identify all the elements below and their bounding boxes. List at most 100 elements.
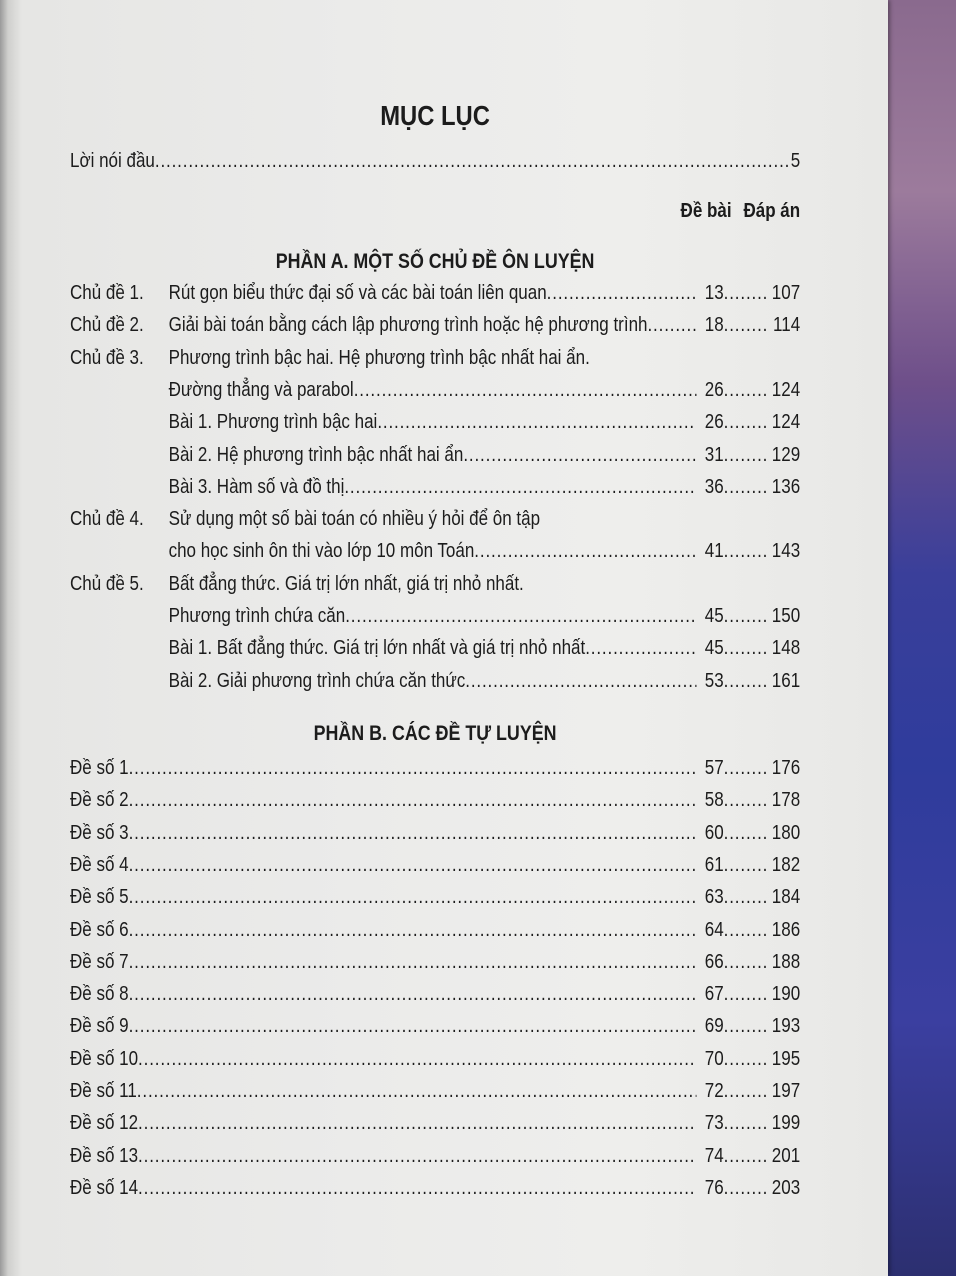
problem-page-number: 45 <box>704 637 724 660</box>
dot-leader <box>129 757 697 780</box>
toc-entry-text: Đề số 4 <box>70 853 129 876</box>
dot-leader <box>129 886 697 909</box>
dot-leader <box>724 1080 768 1103</box>
answer-page-number: 136 <box>771 475 801 498</box>
toc-row[interactable]: Đề số 1 57 176 <box>70 757 800 785</box>
dot-leader <box>724 1145 768 1168</box>
dot-leader <box>585 637 696 660</box>
toc-row[interactable]: Bài 3. Hàm số và đồ thị 36 136 <box>70 475 801 504</box>
dot-leader <box>129 919 697 942</box>
toc-row[interactable]: Bài 2. Giải phương trình chứa căn thức 53… <box>70 669 801 698</box>
answer-page-number: 107 <box>771 282 801 304</box>
answer-page-number: 188 <box>771 950 801 973</box>
toc-row[interactable]: Đề số 7 66 188 <box>70 951 800 979</box>
toc-row[interactable]: Chủ đề 1. Rút gọn biểu thức đại số và các… <box>70 282 800 310</box>
toc-entry-text: cho học sinh ôn thi vào lớp 10 môn Toán <box>168 540 475 563</box>
topic-label: Chủ đề 4. <box>70 508 144 531</box>
toc-row[interactable]: Đề số 3 60 180 <box>70 822 800 850</box>
problem-page-number: 63 <box>704 886 724 909</box>
dot-leader <box>724 919 768 942</box>
dot-leader <box>724 951 768 974</box>
answer-page-number: 203 <box>771 1176 801 1199</box>
toc-row[interactable]: Chủ đề 4. Sử dụng một số bài toán có nhiề… <box>70 508 800 536</box>
problem-page-number: 76 <box>704 1176 724 1199</box>
toc-row[interactable]: Đề số 9 69 193 <box>70 1015 800 1043</box>
topic-label: Chủ đề 1. <box>70 282 144 304</box>
answer-page-number: 148 <box>771 637 801 660</box>
toc-row[interactable]: Đề số 14 76 203 <box>70 1177 800 1205</box>
problem-page-number: 64 <box>704 918 724 941</box>
toc-row[interactable]: Đề số 2 58 178 <box>70 789 800 817</box>
toc-row[interactable]: Bài 1. Phương trình bậc hai 26 124 <box>70 411 801 439</box>
dot-leader <box>129 983 697 1006</box>
toc-entry-text: Bài 2. Hệ phương trình bậc nhất hai ẩn <box>168 443 464 466</box>
toc-entry-text: Đề số 14 <box>70 1176 139 1199</box>
toc-entry-text: Giải bài toán bằng cách lập phương trình… <box>168 314 648 337</box>
toc-entry-text: Đề số 7 <box>70 950 129 973</box>
toc-entry-text: Đề số 3 <box>70 821 129 844</box>
page-title: MỤC LỤC <box>380 100 490 131</box>
problem-page-number: 26 <box>704 411 724 434</box>
dot-leader <box>724 411 768 434</box>
toc-entry-text: Đề số 6 <box>70 918 129 941</box>
answer-page-number: 143 <box>771 540 801 563</box>
toc-entry-text: Bài 3. Hàm số và đồ thị <box>168 475 345 498</box>
toc-entry-text: Sử dụng một số bài toán có nhiều ý hỏi đ… <box>168 508 541 531</box>
answer-page-number: 150 <box>771 605 801 627</box>
dot-leader <box>465 670 696 693</box>
toc-row[interactable]: Đề số 10 70 195 <box>70 1048 800 1076</box>
dot-leader <box>129 822 697 845</box>
answer-page-number: 199 <box>771 1112 801 1135</box>
toc-row[interactable]: Bài 2. Hệ phương trình bậc nhất hai ẩn 31… <box>70 443 801 472</box>
problem-page-number: 13 <box>704 282 724 304</box>
dot-leader <box>129 854 697 877</box>
dot-leader <box>724 637 768 660</box>
dot-leader <box>377 411 696 434</box>
background-fabric <box>880 0 956 1276</box>
problem-page-number: 26 <box>704 378 724 401</box>
toc-row[interactable]: Đề số 13 74 201 <box>70 1145 800 1173</box>
toc-entry-text: Đề số 12 <box>70 1112 139 1135</box>
answer-page-number: 195 <box>771 1047 801 1070</box>
dot-leader <box>647 314 696 337</box>
dot-leader <box>129 951 697 974</box>
toc-row[interactable]: Phương trình chứa căn 45 150 <box>70 605 801 633</box>
dot-leader <box>724 476 768 499</box>
toc-row[interactable]: Chủ đề 5. Bất đẳng thức. Giá trị lớn nhất… <box>70 573 800 601</box>
answer-page-number: 193 <box>771 1015 801 1038</box>
toc-row[interactable]: Bài 1. Bất đẳng thức. Giá trị lớn nhất v… <box>70 637 801 665</box>
answer-page-number: 182 <box>771 853 801 876</box>
answer-page-number: 124 <box>771 378 801 401</box>
answer-page-number: 197 <box>771 1080 801 1102</box>
dot-leader <box>724 822 768 845</box>
toc-row-preface[interactable]: Lời nói đầu 5 <box>70 150 800 178</box>
answer-page-number: 190 <box>771 983 801 1006</box>
toc-entry-text: Bài 2. Giải phương trình chứa căn thức <box>168 669 466 692</box>
toc-row[interactable]: Đề số 11 72 197 <box>70 1080 800 1108</box>
dot-leader <box>129 789 697 812</box>
answer-page-number: 129 <box>771 443 801 466</box>
toc-entry-text: Đề số 11 <box>70 1080 137 1102</box>
toc-row[interactable]: Chủ đề 2. Giải bài toán bằng cách lập phư… <box>70 314 800 342</box>
dot-leader <box>724 789 768 812</box>
toc-row[interactable]: cho học sinh ôn thi vào lớp 10 môn Toán 4… <box>70 540 801 568</box>
toc-row[interactable]: Đề số 8 67 190 <box>70 983 800 1011</box>
problem-page-number: 70 <box>704 1047 724 1070</box>
toc-row[interactable]: Đề số 6 64 186 <box>70 919 800 947</box>
dot-leader <box>138 1112 696 1135</box>
toc-row[interactable]: Đường thẳng và parabol 26 124 <box>70 378 801 407</box>
dot-leader <box>724 1112 768 1135</box>
problem-page-number: 74 <box>704 1144 724 1167</box>
dot-leader <box>724 886 768 909</box>
toc-row[interactable]: Đề số 5 63 184 <box>70 886 800 914</box>
problem-page-number: 61 <box>704 853 724 876</box>
dot-leader <box>354 379 697 402</box>
toc-row[interactable]: Chủ đề 3. Phương trình bậc hai. Hệ phương… <box>70 347 800 375</box>
toc-row[interactable]: Đề số 12 73 199 <box>70 1112 800 1140</box>
column-headers: Đề bài Đáp án <box>669 200 801 223</box>
answer-page-number: 178 <box>771 789 801 812</box>
toc-row[interactable]: Đề số 4 61 182 <box>70 854 800 882</box>
toc-entry-text: Đề số 9 <box>70 1015 129 1038</box>
toc-entry-text: Bài 1. Phương trình bậc hai <box>168 411 378 434</box>
toc-entry-text: Đề số 13 <box>70 1144 139 1167</box>
